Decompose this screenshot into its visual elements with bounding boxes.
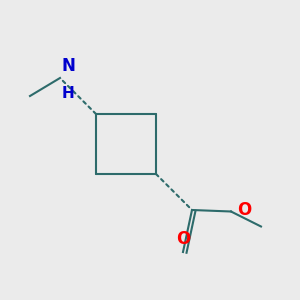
Text: O: O xyxy=(237,201,251,219)
Text: N: N xyxy=(61,57,75,75)
Text: O: O xyxy=(176,230,190,247)
Text: H: H xyxy=(61,85,74,100)
